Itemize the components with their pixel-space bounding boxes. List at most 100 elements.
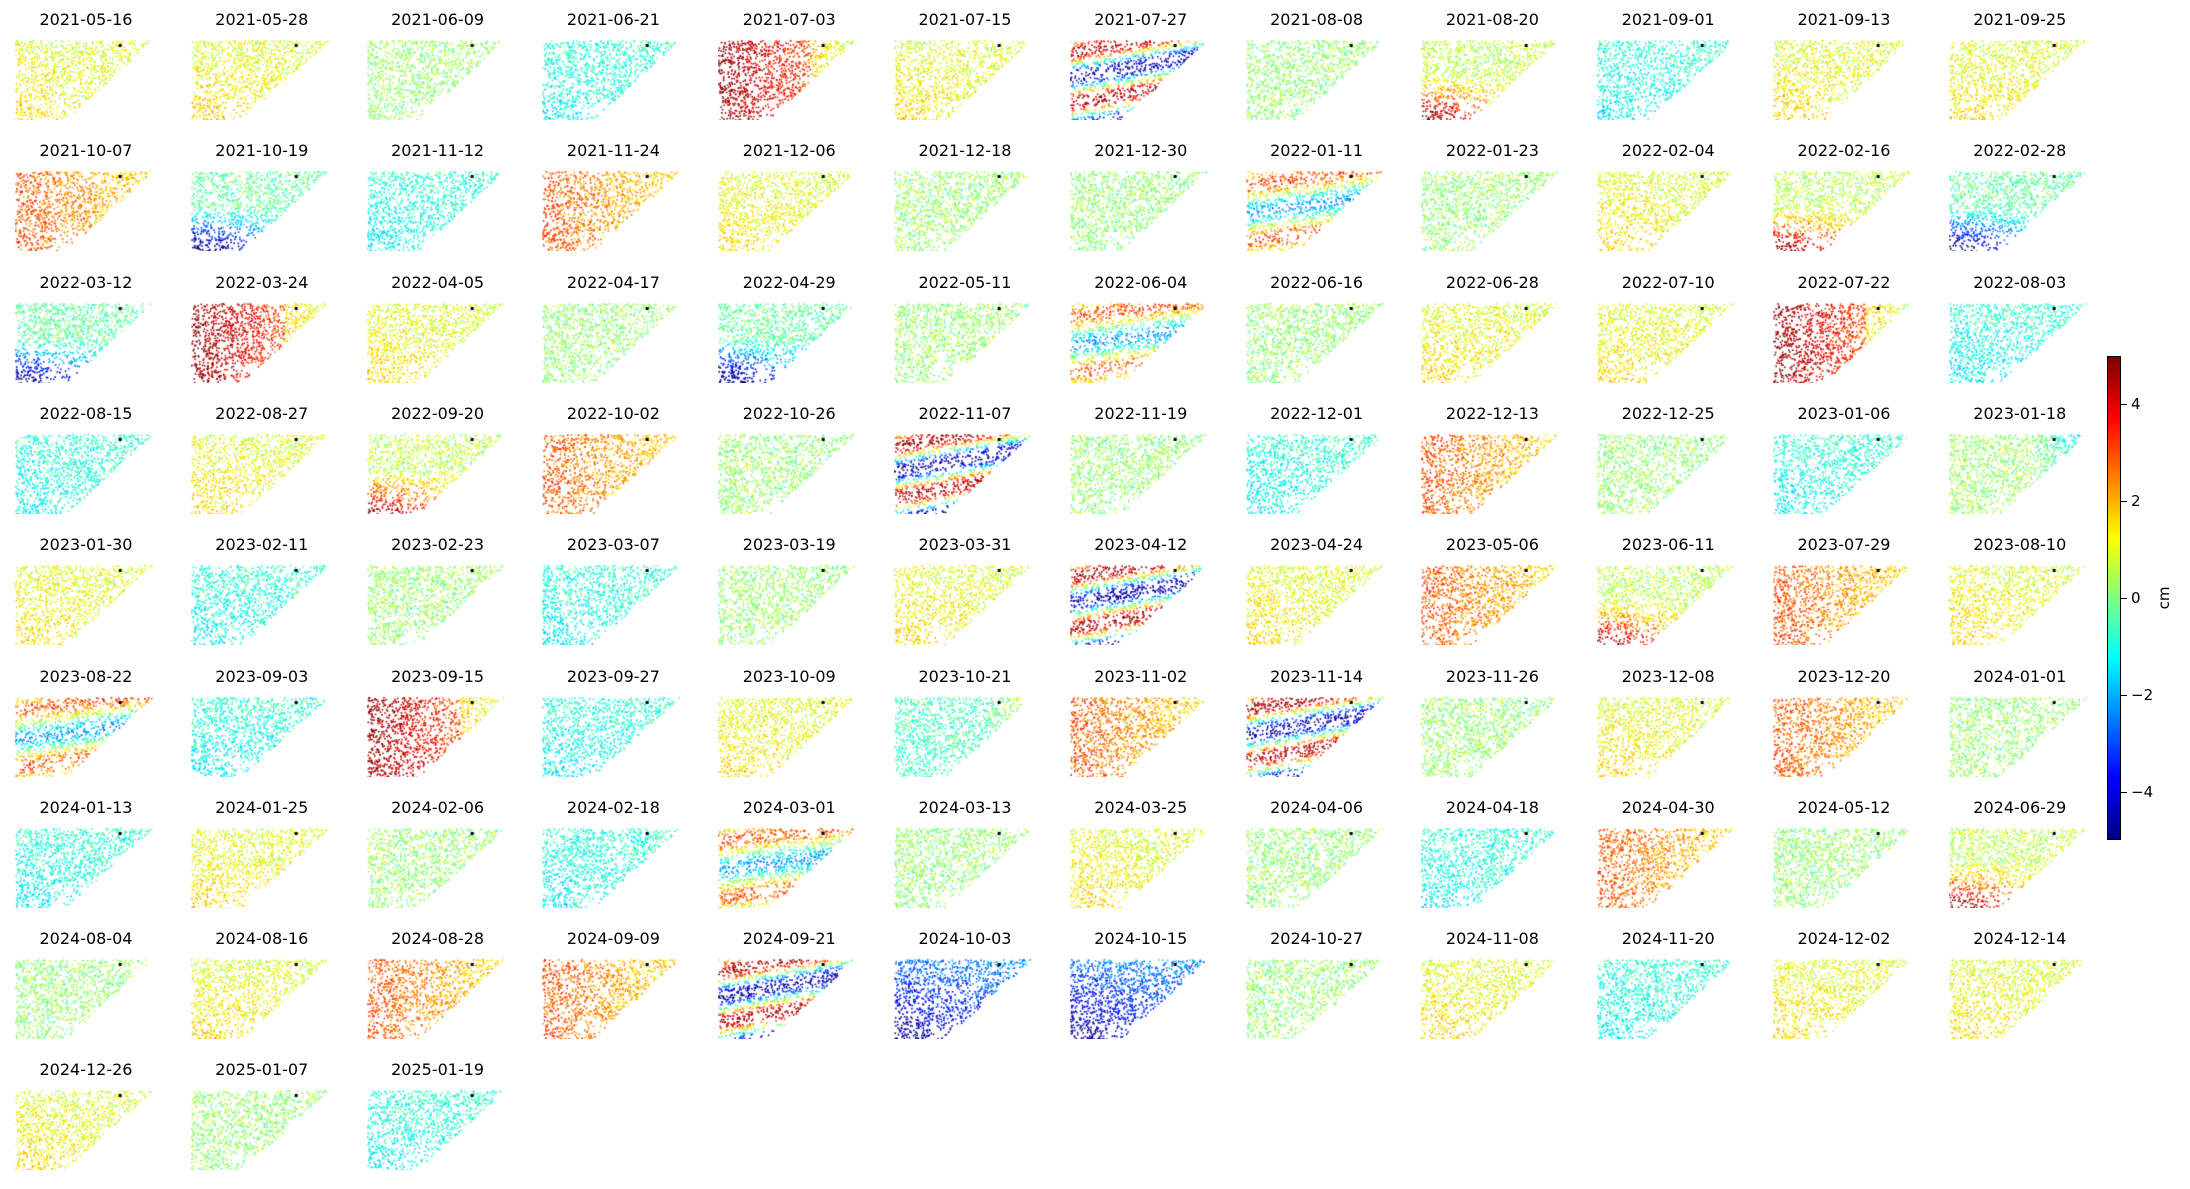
panel-title: 2022-05-11 <box>918 272 1012 292</box>
panel-title: 2022-02-04 <box>1621 141 1715 161</box>
panel-title: 2021-10-07 <box>39 141 133 161</box>
panel-2022-06-04: 2022-06-04 <box>1069 273 1212 383</box>
colorbar-tick-label: 4 <box>2131 395 2141 414</box>
panel-title: 2022-12-13 <box>1445 403 1539 423</box>
panel-2022-02-16: 2022-02-16 <box>1773 141 1915 252</box>
panel-2021-09-13: 2021-09-13 <box>1773 10 1915 120</box>
panel-2022-02-28: 2022-02-28 <box>1948 141 2091 252</box>
panel-displacement-map <box>542 826 685 908</box>
panel-displacement-map <box>1948 432 2091 514</box>
panel-2022-04-17: 2022-04-17 <box>542 273 685 383</box>
panel-title: 2024-02-18 <box>566 797 660 817</box>
panel-2024-09-09: 2024-09-09 <box>542 929 685 1040</box>
panel-2023-11-02: 2023-11-02 <box>1069 667 1212 777</box>
panel-2021-06-21: 2021-06-21 <box>542 10 685 120</box>
panel-title: 2024-10-03 <box>918 929 1012 949</box>
panel-2024-11-08: 2024-11-08 <box>1421 929 1564 1040</box>
panel-displacement-map <box>1421 695 1564 777</box>
panel-displacement-map <box>1597 826 1740 908</box>
panel-2024-01-01: 2024-01-01 <box>1948 667 2091 777</box>
panel-2021-10-07: 2021-10-07 <box>15 141 157 252</box>
panel-displacement-map <box>1948 958 2091 1040</box>
panel-title: 2021-11-24 <box>566 141 660 161</box>
panel-2023-01-30: 2023-01-30 <box>15 535 157 646</box>
panel-title: 2024-05-12 <box>1797 797 1891 817</box>
panel-2021-11-12: 2021-11-12 <box>366 141 509 252</box>
panel-displacement-map <box>1245 432 1388 514</box>
panel-2021-07-27: 2021-07-27 <box>1069 10 1212 120</box>
panel-2021-07-03: 2021-07-03 <box>718 10 861 120</box>
panel-title: 2022-04-05 <box>391 272 485 292</box>
panel-title: 2022-02-16 <box>1797 141 1891 161</box>
panel-2022-05-11: 2022-05-11 <box>894 273 1036 383</box>
panel-title: 2022-06-16 <box>1270 272 1364 292</box>
panel-displacement-map <box>718 826 861 908</box>
panel-title: 2021-07-03 <box>742 10 836 29</box>
panel-displacement-map <box>1245 564 1388 646</box>
panel-title: 2023-03-19 <box>742 535 836 555</box>
panel-title: 2021-08-20 <box>1445 10 1539 29</box>
colorbar-tick <box>2121 598 2127 599</box>
panel-title: 2022-12-25 <box>1621 403 1715 423</box>
panel-title: 2021-06-21 <box>566 10 660 29</box>
panel-title: 2021-12-06 <box>742 141 836 161</box>
panel-2022-08-27: 2022-08-27 <box>190 404 333 514</box>
panel-2024-03-13: 2024-03-13 <box>894 798 1036 908</box>
panel-displacement-map <box>1948 564 2091 646</box>
panel-displacement-map <box>1421 564 1564 646</box>
panel-2022-10-02: 2022-10-02 <box>542 404 685 514</box>
colorbar <box>2107 356 2121 840</box>
panel-displacement-map <box>190 695 333 777</box>
panel-title: 2021-07-27 <box>1094 10 1188 29</box>
panel-2021-08-20: 2021-08-20 <box>1421 10 1564 120</box>
panel-displacement-map <box>718 39 861 120</box>
panel-displacement-map <box>1421 958 1564 1040</box>
panel-2021-05-28: 2021-05-28 <box>190 10 333 120</box>
panel-displacement-map <box>894 695 1036 777</box>
panel-2025-01-19: 2025-01-19 <box>366 1060 509 1171</box>
panel-title: 2023-11-14 <box>1270 666 1364 686</box>
panel-2023-09-27: 2023-09-27 <box>542 667 685 777</box>
panel-title: 2024-03-25 <box>1094 797 1188 817</box>
panel-title: 2021-08-08 <box>1270 10 1364 29</box>
panel-title: 2023-02-23 <box>391 535 485 555</box>
panel-title: 2023-09-03 <box>215 666 309 686</box>
panel-title: 2022-03-12 <box>39 272 133 292</box>
panel-title: 2022-02-28 <box>1973 141 2067 161</box>
panel-title: 2021-12-18 <box>918 141 1012 161</box>
panel-displacement-map <box>894 39 1036 120</box>
panel-title: 2023-10-09 <box>742 666 836 686</box>
panel-displacement-map <box>15 826 157 908</box>
panel-title: 2021-12-30 <box>1094 141 1188 161</box>
panel-2021-09-25: 2021-09-25 <box>1948 10 2091 120</box>
panel-displacement-map <box>1597 432 1740 514</box>
panel-2021-12-30: 2021-12-30 <box>1069 141 1212 252</box>
panel-2024-09-21: 2024-09-21 <box>718 929 861 1040</box>
panel-displacement-map <box>15 958 157 1040</box>
panel-2022-11-19: 2022-11-19 <box>1069 404 1212 514</box>
panel-title: 2022-04-17 <box>566 272 660 292</box>
panel-displacement-map <box>366 301 509 383</box>
panel-2023-04-12: 2023-04-12 <box>1069 535 1212 646</box>
panel-2023-04-24: 2023-04-24 <box>1245 535 1388 646</box>
panel-title: 2021-05-16 <box>39 10 133 29</box>
panel-2022-07-22: 2022-07-22 <box>1773 273 1915 383</box>
panel-2024-10-27: 2024-10-27 <box>1245 929 1388 1040</box>
panel-title: 2022-04-29 <box>742 272 836 292</box>
panel-2024-10-15: 2024-10-15 <box>1069 929 1212 1040</box>
panel-displacement-map <box>718 564 861 646</box>
panel-title: 2023-11-26 <box>1445 666 1539 686</box>
panel-displacement-map <box>1069 39 1212 120</box>
panel-2022-11-07: 2022-11-07 <box>894 404 1036 514</box>
panel-displacement-map <box>366 695 509 777</box>
panel-displacement-map <box>1421 301 1564 383</box>
panel-displacement-map <box>1948 170 2091 252</box>
panel-displacement-map <box>1245 301 1388 383</box>
panel-title: 2024-09-09 <box>566 929 660 949</box>
panel-2024-11-20: 2024-11-20 <box>1597 929 1740 1040</box>
panel-2023-01-06: 2023-01-06 <box>1773 404 1915 514</box>
panel-title: 2024-08-16 <box>215 929 309 949</box>
panel-displacement-map <box>1597 695 1740 777</box>
panel-2021-07-15: 2021-07-15 <box>894 10 1036 120</box>
panel-displacement-map <box>1421 826 1564 908</box>
